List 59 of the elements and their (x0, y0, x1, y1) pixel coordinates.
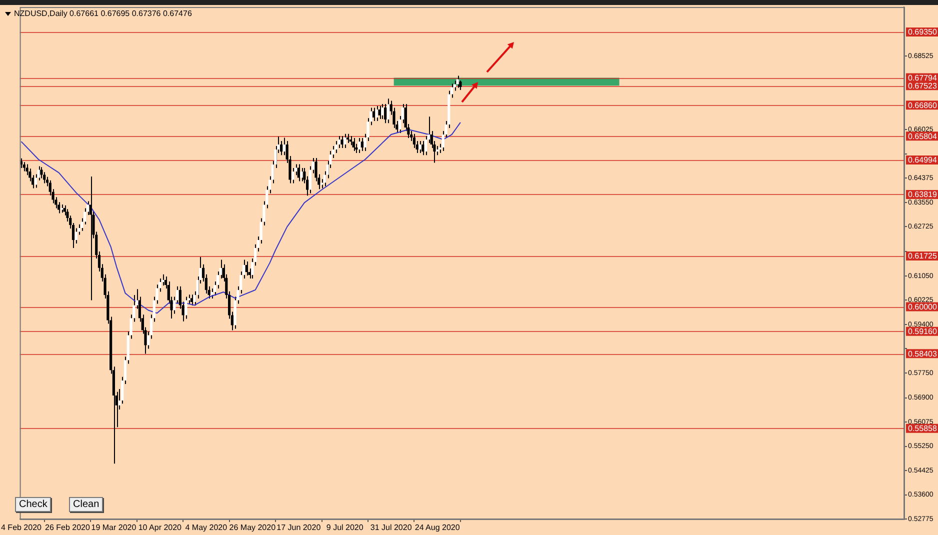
ref-line-label: 0.64994 (908, 156, 938, 165)
candlestick (320, 178, 324, 189)
candlestick (282, 137, 286, 156)
candlestick (280, 140, 283, 156)
ref-line-label: 0.58403 (908, 349, 938, 358)
push-button: Check (15, 497, 52, 512)
candlestick (74, 228, 78, 244)
ref-line-label: 0.63819 (908, 190, 938, 200)
candlestick (412, 133, 416, 149)
ref-line-label: 0.67794 (908, 73, 938, 82)
candlestick (436, 145, 439, 156)
candlestick (297, 164, 300, 182)
ref-line-label: 0.69350 (908, 28, 938, 37)
candlestick (334, 140, 338, 154)
candlestick (384, 103, 387, 124)
candlestick (381, 103, 384, 120)
x-tick-label: 26 May 2020 (229, 523, 276, 532)
candlestick (360, 138, 364, 152)
candlestick (386, 98, 390, 124)
candlestick (340, 135, 344, 149)
ref-line-label: 0.65804 (908, 132, 938, 141)
candlestick (34, 174, 37, 188)
candlestick (245, 260, 248, 276)
candlestick (349, 135, 352, 146)
ref-line-label: 0.55858 (908, 424, 938, 434)
candlestick (190, 294, 194, 306)
candlestick (459, 80, 462, 90)
x-tick-label: 4 May 2020 (185, 523, 228, 532)
candlestick (184, 296, 188, 320)
ref-line-label: 0.59160 (908, 327, 938, 336)
x-tick-label: 26 Feb 2020 (45, 523, 90, 532)
candlestick (375, 106, 378, 122)
candlestick (28, 168, 32, 182)
x-tick-label: 17 Jun 2020 (276, 523, 322, 532)
candlestick (418, 140, 422, 154)
ref-line-label: 0.61725 (908, 252, 938, 261)
candlestick (372, 107, 376, 122)
x-tick-label: 9 Jul 2020 (326, 523, 364, 532)
candlestick (422, 140, 424, 156)
candlestick (456, 75, 459, 88)
x-tick-label: 19 Mar 2020 (91, 523, 137, 532)
x-tick-label: 4 Feb 2020 (0, 523, 42, 532)
candlestick (338, 135, 340, 149)
candlestick (300, 168, 303, 182)
ref-line-label: 0.66860 (908, 100, 938, 110)
ref-line-label: 0.67523 (908, 81, 938, 90)
candlestick (378, 106, 381, 120)
candlestick (424, 135, 428, 156)
x-tick-label: 31 Jul 2020 (370, 523, 412, 532)
candlestick (89, 176, 92, 301)
x-tick-label: 10 Apr 2020 (138, 523, 182, 532)
candlestick (346, 133, 350, 144)
candlestick (358, 138, 361, 154)
candlestick (344, 133, 346, 149)
push-button: Clean (69, 497, 104, 512)
candlestick (352, 138, 355, 152)
chart-title: NZDUSD,Daily 0.67661 0.67695 0.67376 0.67476 (14, 9, 192, 18)
ref-line-label: 0.60000 (908, 302, 938, 312)
x-tick-label: 24 Aug 2020 (414, 523, 460, 532)
